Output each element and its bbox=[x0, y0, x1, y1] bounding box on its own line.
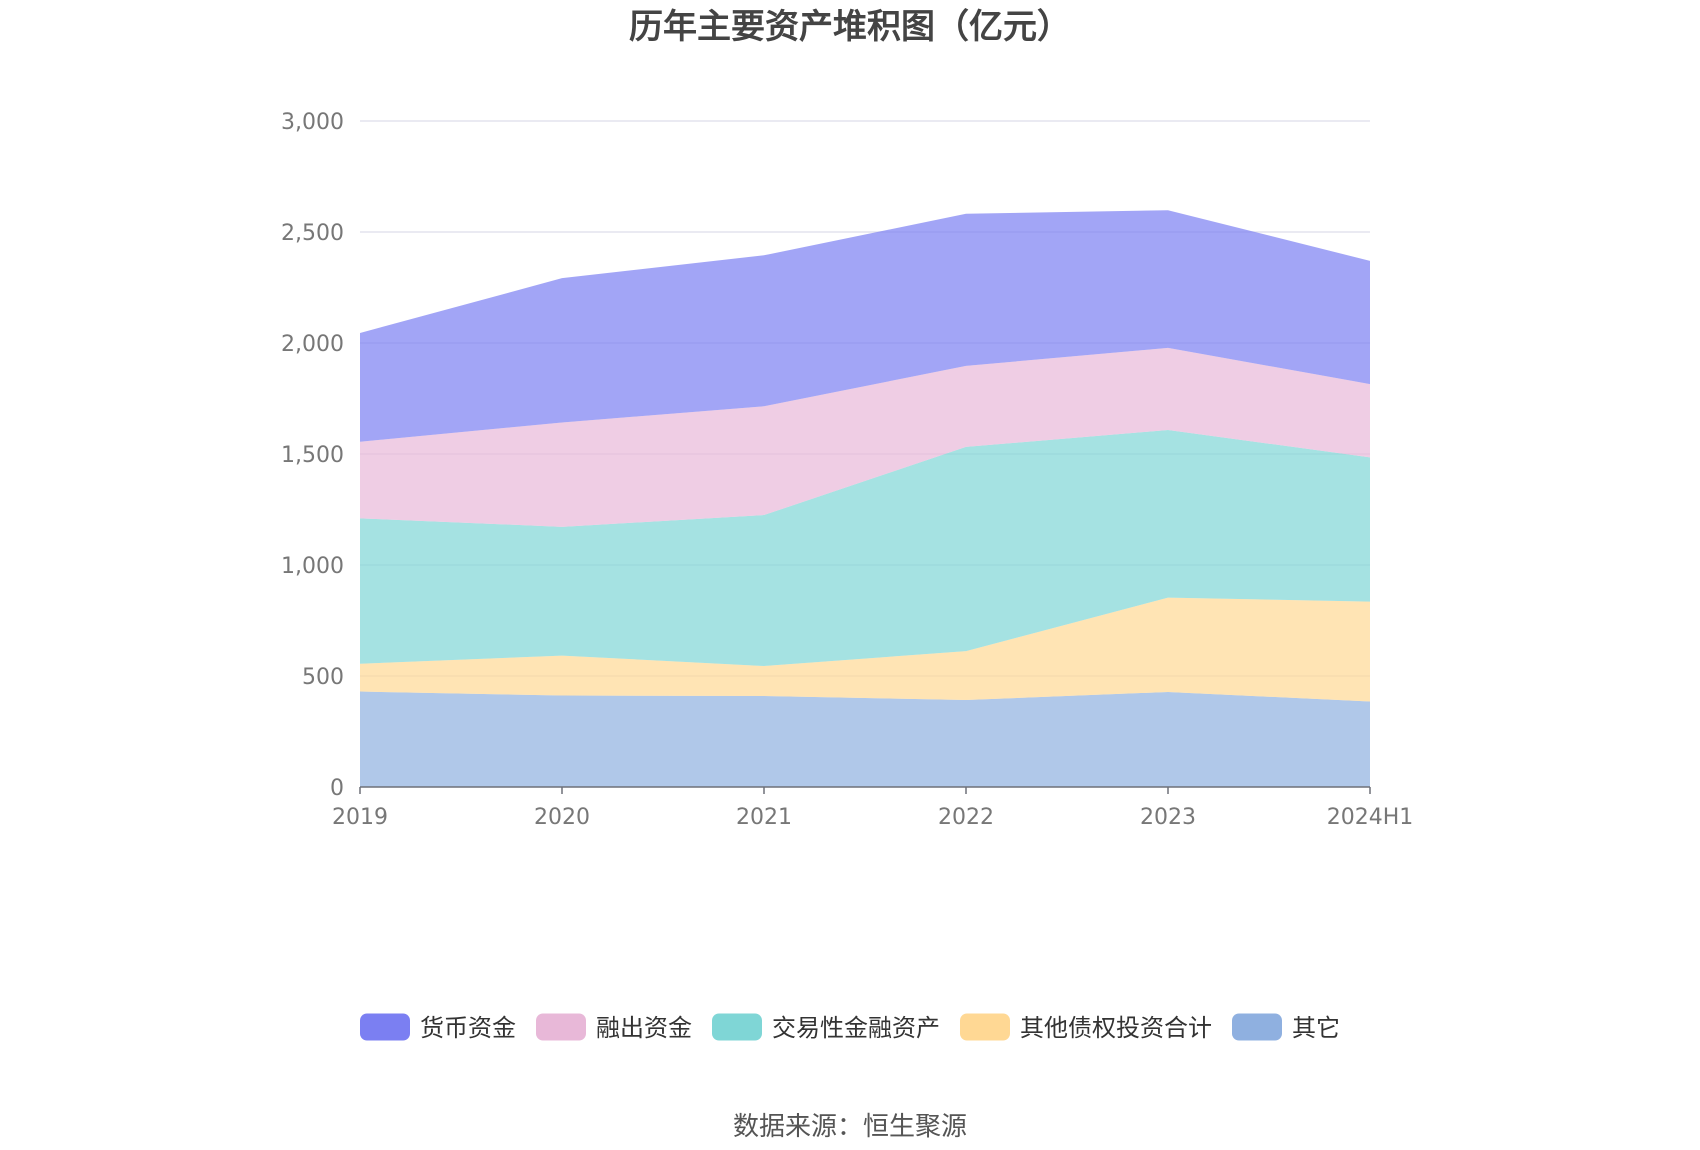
y-tick-label: 2,000 bbox=[281, 332, 344, 357]
legend-label: 交易性金融资产 bbox=[772, 1014, 940, 1042]
legend-label: 货币资金 bbox=[420, 1014, 516, 1042]
y-tick-label: 0 bbox=[330, 776, 344, 801]
x-tick-label: 2022 bbox=[938, 805, 994, 830]
legend-swatch bbox=[712, 1013, 762, 1041]
legend-label: 其它 bbox=[1292, 1014, 1340, 1042]
area-其它[interactable] bbox=[360, 691, 1370, 787]
legend-swatch bbox=[960, 1013, 1010, 1041]
x-tick-label: 2023 bbox=[1140, 805, 1196, 830]
y-tick-label: 1,500 bbox=[281, 443, 344, 468]
area-其他债权投资合计[interactable] bbox=[360, 597, 1370, 702]
y-tick-label: 1,000 bbox=[281, 554, 344, 579]
y-tick-label: 2,500 bbox=[281, 221, 344, 246]
x-tick-label: 2021 bbox=[736, 805, 792, 830]
legend-item[interactable]: 融出资金 bbox=[536, 1013, 692, 1043]
area-货币资金[interactable] bbox=[360, 210, 1370, 442]
legend-swatch bbox=[536, 1013, 586, 1041]
x-tick-label: 2020 bbox=[534, 805, 590, 830]
area-交易性金融资产[interactable] bbox=[360, 430, 1370, 667]
x-tick-label: 2024H1 bbox=[1327, 805, 1414, 830]
area-融出资金[interactable] bbox=[360, 347, 1370, 527]
y-tick-label: 500 bbox=[302, 665, 344, 690]
legend-item[interactable]: 其它 bbox=[1232, 1013, 1340, 1043]
legend-swatch bbox=[1232, 1013, 1282, 1041]
axes: 0 500 1,000 1,500 2,000 2,500 3,000 2019 2020 202… bbox=[281, 110, 1413, 830]
legend-item[interactable]: 其他债权投资合计 bbox=[960, 1013, 1212, 1043]
legend-swatch bbox=[360, 1013, 410, 1041]
legend-item[interactable]: 交易性金融资产 bbox=[712, 1013, 940, 1043]
x-tick-label: 2019 bbox=[332, 805, 388, 830]
legend-label: 融出资金 bbox=[596, 1014, 692, 1042]
y-tick-label: 3,000 bbox=[281, 110, 344, 135]
legend-item[interactable]: 货币资金 bbox=[360, 1013, 516, 1043]
area-series bbox=[360, 210, 1370, 787]
data-source-note: 数据来源：恒生聚源 bbox=[733, 1112, 967, 1142]
legend: 货币资金 融出资金 交易性金融资产 其他债权投资合计 其它 bbox=[360, 1013, 1340, 1043]
chart-title: 历年主要资产堆积图（亿元） bbox=[629, 7, 1071, 47]
legend-label: 其他债权投资合计 bbox=[1020, 1014, 1212, 1042]
